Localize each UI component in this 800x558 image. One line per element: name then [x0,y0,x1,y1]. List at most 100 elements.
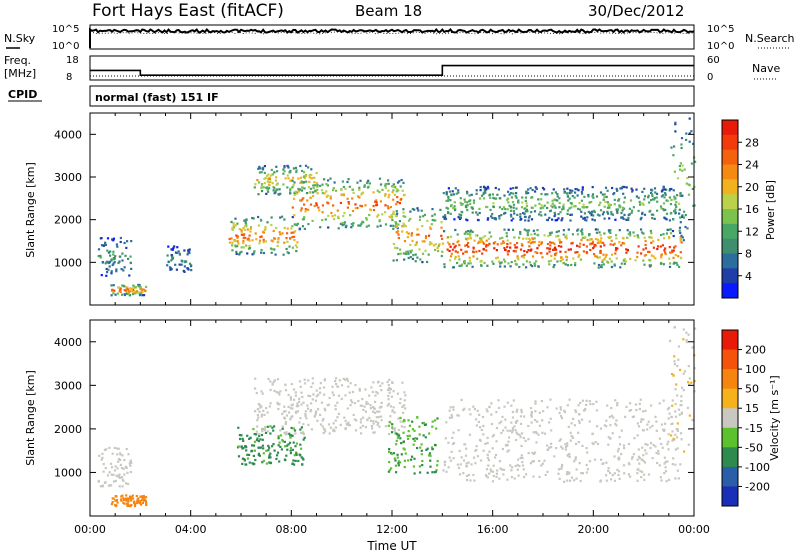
echo-cell [594,441,597,444]
echo-cell [596,256,599,259]
echo-cell [666,460,669,463]
echo-cell [360,432,363,435]
echo-cell [342,377,345,380]
echo-cell [642,418,645,421]
echo-cell [283,226,286,229]
echo-cell [503,228,506,231]
echo-cell [550,254,553,257]
echo-cell [621,209,624,212]
echo-cell [466,230,470,233]
echo-cell [515,207,518,210]
echo-cell [343,416,346,419]
echo-cell [556,195,559,198]
echo-cell [253,462,256,465]
echo-cell [241,437,244,440]
echo-cell [228,241,231,244]
echo-cell [319,423,323,426]
echo-cell [676,394,679,397]
echo-cell [269,462,272,465]
echo-cell [331,215,334,218]
echo-cell [264,431,268,434]
echo-cell [590,200,593,204]
echo-cell [267,177,270,180]
echo-cell [527,216,531,219]
echo-cell [116,501,119,504]
echo-cell [363,184,366,187]
echo-cell [334,419,337,422]
echo-cell [521,196,524,199]
echo-cell [141,501,144,504]
echo-cell [377,415,380,419]
echo-cell [458,264,461,267]
echo-cell [680,143,683,146]
echo-cell [507,440,510,443]
colorbar-tick-label: 16 [745,203,759,216]
echo-cell [495,426,499,430]
echo-cell [605,195,608,198]
echo-cell [106,474,110,477]
echo-cell [647,194,650,197]
echo-cell [248,247,252,250]
colorbar-swatch [722,283,738,299]
echo-cell [407,430,410,433]
echo-cell [560,245,563,248]
echo-cell [665,188,668,191]
echo-cell [391,423,394,426]
echo-cell [667,440,670,443]
echo-cell [491,470,495,473]
echo-cell [522,237,525,240]
echo-cell [676,177,680,180]
echo-cell [286,240,289,243]
echo-cell [296,410,299,413]
echo-cell [542,410,545,413]
echo-cell [540,214,543,217]
echo-cell [303,216,306,219]
echo-cell [281,427,284,430]
echo-cell [113,469,116,472]
echo-cell [465,447,468,450]
echo-cell [649,229,652,233]
velocity-heatmap [97,326,697,508]
echo-cell [407,252,410,255]
echo-cell [653,217,656,220]
echo-cell [597,266,600,269]
echo-cell [167,260,170,263]
echo-cell [616,208,619,211]
echo-cell [364,410,367,413]
echo-cell [331,391,334,394]
echo-cell [423,240,426,243]
echo-cell [397,417,400,420]
echo-cell [110,466,114,469]
echo-cell [388,387,391,390]
echo-cell [667,433,670,436]
colorbar-tick-label: 100 [745,363,766,376]
echo-cell [284,459,287,462]
echo-cell [550,442,553,445]
echo-cell [402,252,405,255]
echo-cell [397,253,400,256]
echo-cell [419,446,422,449]
echo-cell [316,185,319,188]
echo-cell [342,185,345,189]
echo-cell [376,410,379,413]
echo-cell [282,168,285,171]
echo-cell [292,427,295,430]
echo-cell [669,228,672,231]
echo-cell [361,404,364,407]
echo-cell [465,464,468,468]
echo-cell [283,405,286,408]
echo-cell [504,248,507,251]
echo-cell [389,415,392,418]
echo-cell [524,210,527,213]
echo-cell [334,404,337,407]
echo-cell [277,444,280,447]
echo-cell [404,452,407,455]
echo-cell [488,242,491,245]
echo-cell [107,484,111,487]
echo-cell [406,236,409,239]
echo-cell [413,429,416,432]
echo-cell [466,204,469,207]
echo-cell [347,385,350,388]
echo-cell [365,225,368,228]
echo-cell [628,409,631,412]
